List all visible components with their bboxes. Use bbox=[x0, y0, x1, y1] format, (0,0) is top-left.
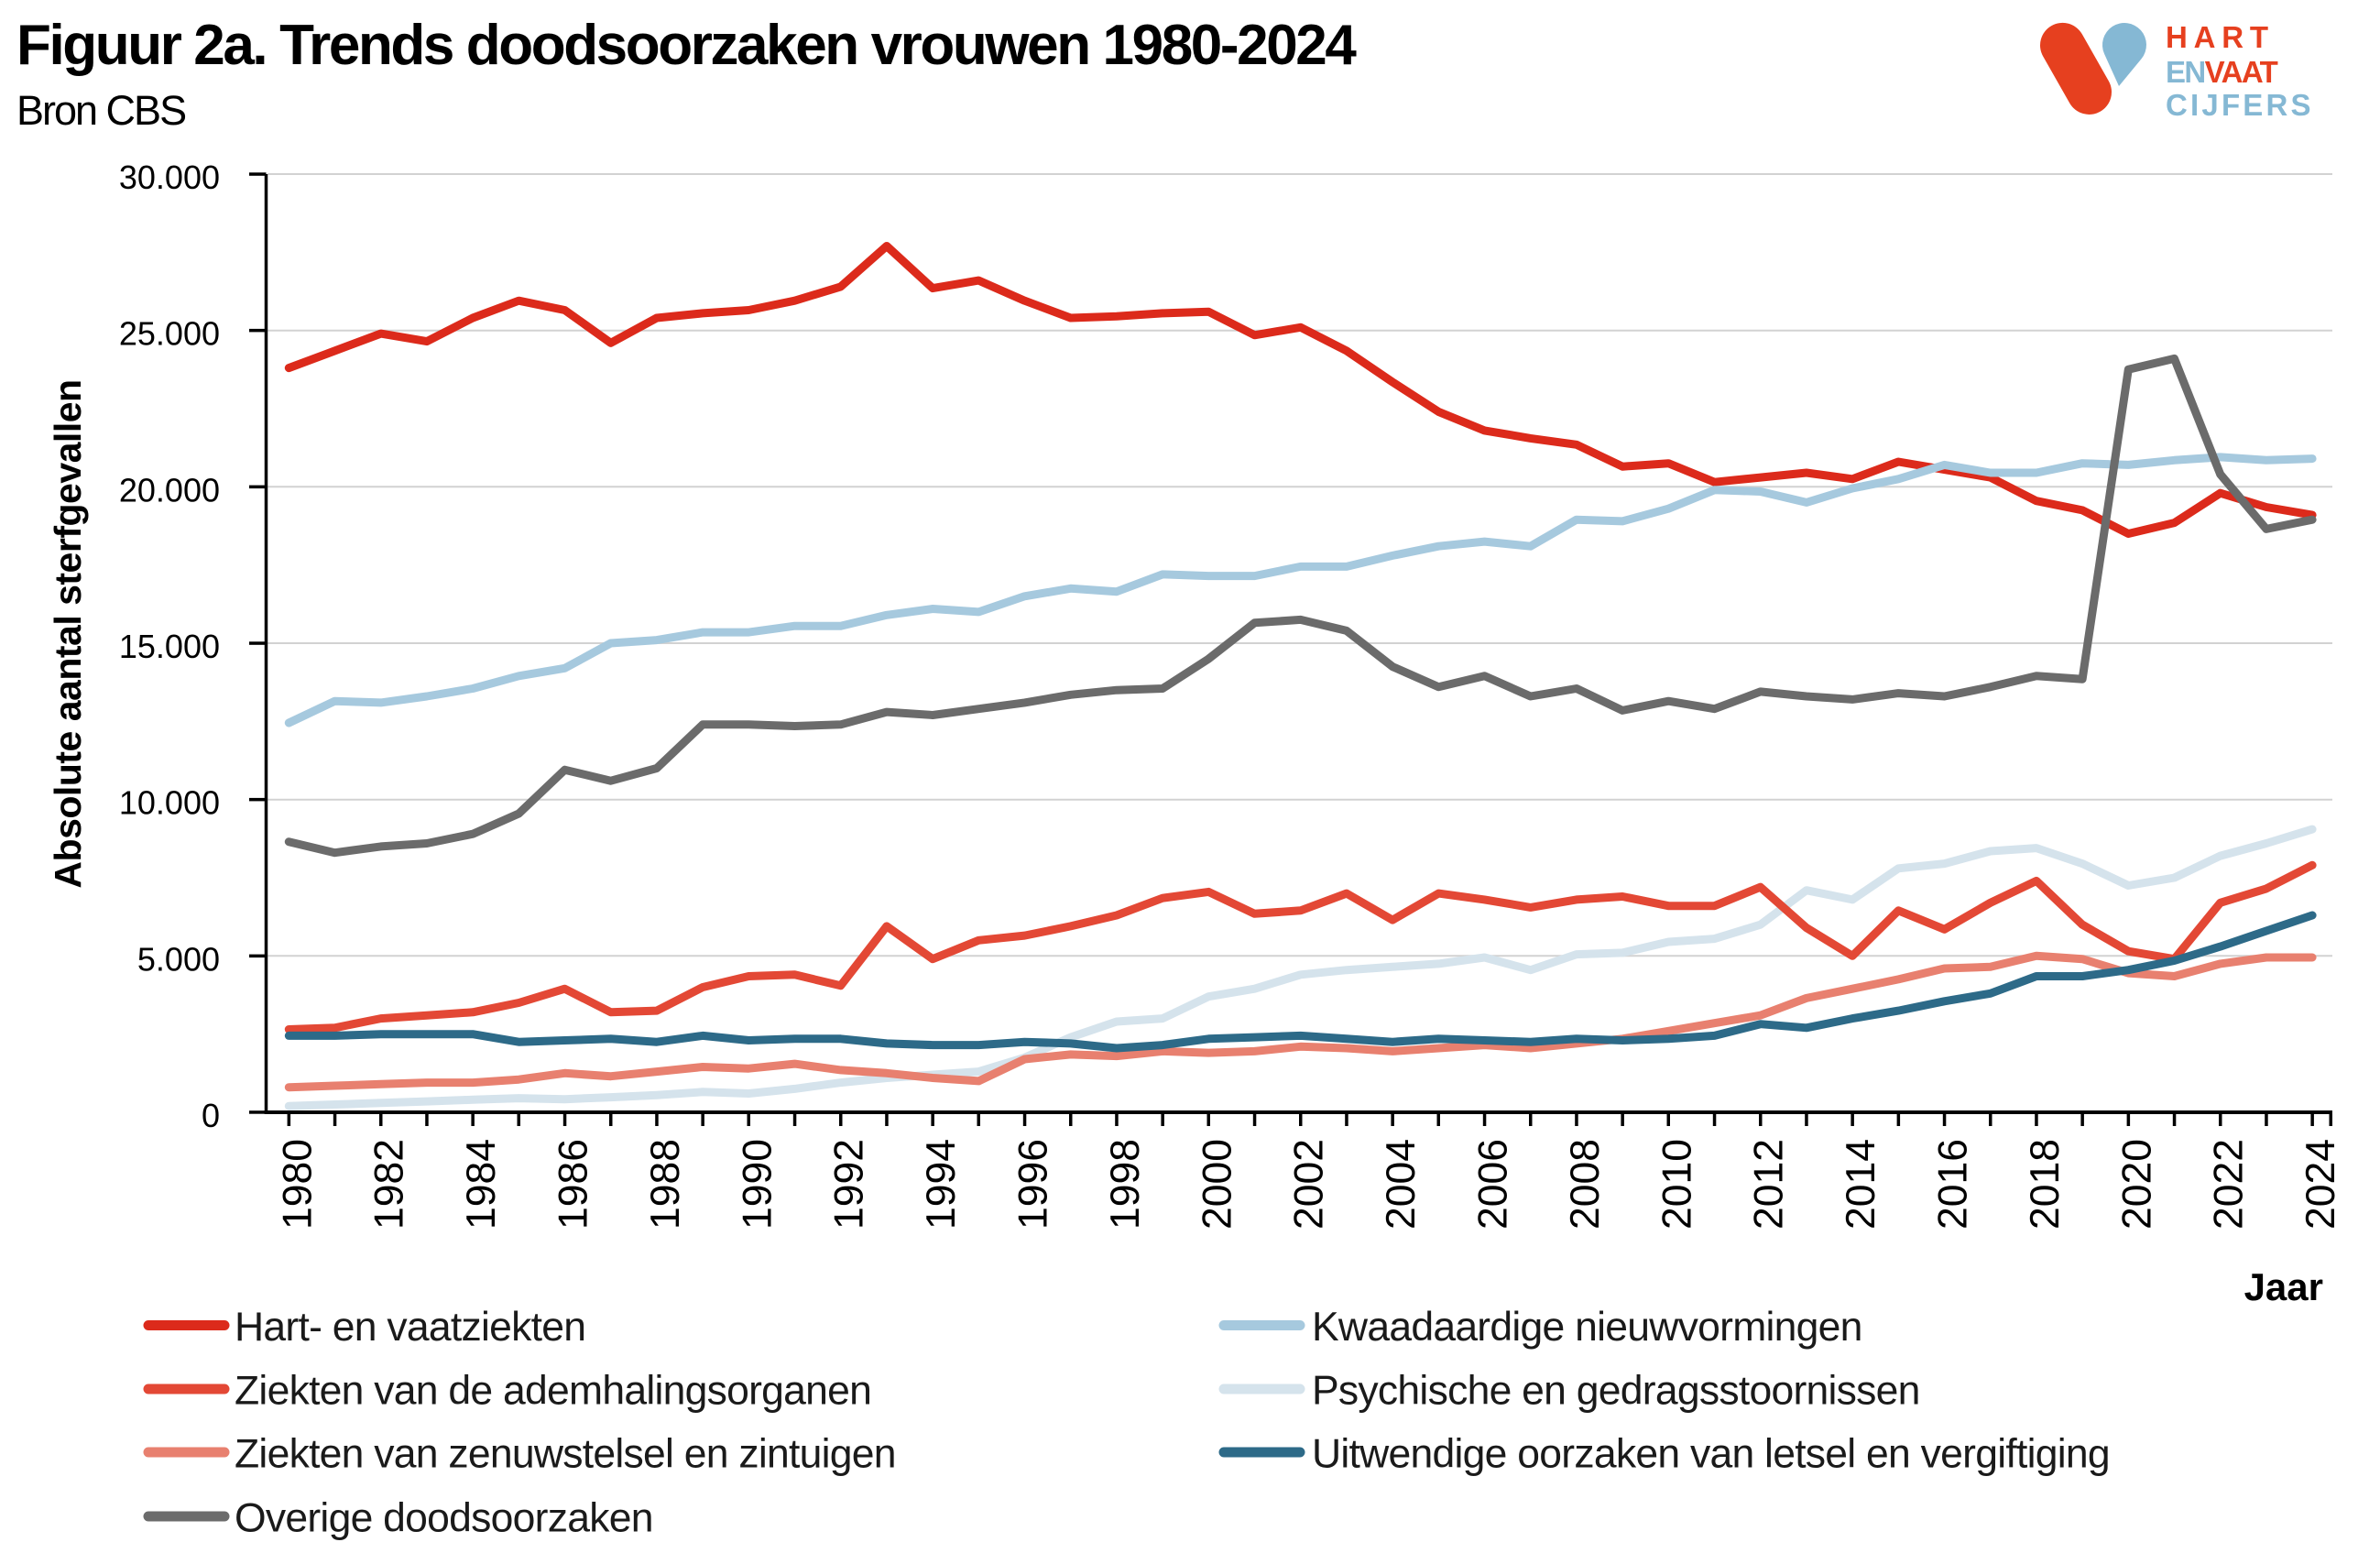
svg-text:0: 0 bbox=[202, 1097, 220, 1134]
svg-text:2022: 2022 bbox=[2207, 1139, 2252, 1230]
svg-text:2020: 2020 bbox=[2114, 1139, 2159, 1230]
svg-text:15.000: 15.000 bbox=[119, 628, 220, 665]
svg-text:Ziekten van zenuwstelsel en zi: Ziekten van zenuwstelsel en zintuigen bbox=[235, 1431, 896, 1476]
svg-text:1998: 1998 bbox=[1103, 1139, 1148, 1230]
svg-text:Jaar: Jaar bbox=[2244, 1265, 2323, 1308]
svg-text:2002: 2002 bbox=[1287, 1139, 1332, 1230]
svg-text:2004: 2004 bbox=[1379, 1139, 1424, 1230]
svg-text:Figuur 2a. Trends doodsoorzake: Figuur 2a. Trends doodsoorzaken vrouwen … bbox=[16, 14, 1357, 77]
svg-text:1990: 1990 bbox=[735, 1139, 780, 1230]
svg-text:5.000: 5.000 bbox=[137, 940, 220, 978]
svg-text:2006: 2006 bbox=[1471, 1139, 1516, 1230]
svg-text:Psychische en gedragsstoorniss: Psychische en gedragsstoornissen bbox=[1312, 1368, 1920, 1413]
svg-text:1986: 1986 bbox=[551, 1139, 596, 1230]
svg-text:1996: 1996 bbox=[1011, 1139, 1056, 1230]
svg-text:Overige doodsoorzaken: Overige doodsoorzaken bbox=[235, 1495, 653, 1540]
svg-text:1992: 1992 bbox=[827, 1139, 872, 1230]
svg-text:HART: HART bbox=[2166, 20, 2275, 54]
svg-text:25.000: 25.000 bbox=[119, 315, 220, 353]
svg-text:Bron CBS: Bron CBS bbox=[16, 87, 185, 134]
svg-text:2018: 2018 bbox=[2023, 1139, 2068, 1230]
svg-text:Hart- en vaatziekten: Hart- en vaatziekten bbox=[235, 1305, 585, 1350]
svg-text:2010: 2010 bbox=[1654, 1139, 1699, 1230]
svg-text:1984: 1984 bbox=[459, 1139, 504, 1230]
svg-text:2016: 2016 bbox=[1931, 1139, 1976, 1230]
svg-text:2008: 2008 bbox=[1563, 1139, 1608, 1230]
svg-text:20.000: 20.000 bbox=[119, 471, 220, 509]
svg-text:1988: 1988 bbox=[643, 1139, 688, 1230]
svg-text:Ziekten van de ademhalingsorga: Ziekten van de ademhalingsorganen bbox=[235, 1368, 871, 1413]
svg-text:ENVAAT: ENVAAT bbox=[2166, 55, 2278, 89]
svg-text:Kwaadaardige nieuwvormingen: Kwaadaardige nieuwvormingen bbox=[1312, 1305, 1862, 1350]
svg-text:30.000: 30.000 bbox=[119, 159, 220, 196]
svg-text:1994: 1994 bbox=[919, 1139, 964, 1230]
svg-text:1982: 1982 bbox=[367, 1139, 412, 1230]
svg-text:Absolute aantal sterfgevallen: Absolute aantal sterfgevallen bbox=[47, 379, 89, 888]
svg-text:1980: 1980 bbox=[275, 1139, 320, 1230]
svg-text:2000: 2000 bbox=[1195, 1139, 1239, 1230]
svg-text:Uitwendige oorzaken van letsel: Uitwendige oorzaken van letsel en vergif… bbox=[1312, 1431, 2110, 1476]
svg-text:10.000: 10.000 bbox=[119, 784, 220, 822]
svg-text:2012: 2012 bbox=[1747, 1139, 1792, 1230]
svg-text:2024: 2024 bbox=[2298, 1139, 2343, 1230]
svg-text:CIJFERS: CIJFERS bbox=[2166, 88, 2314, 122]
svg-text:2014: 2014 bbox=[1839, 1139, 1883, 1230]
